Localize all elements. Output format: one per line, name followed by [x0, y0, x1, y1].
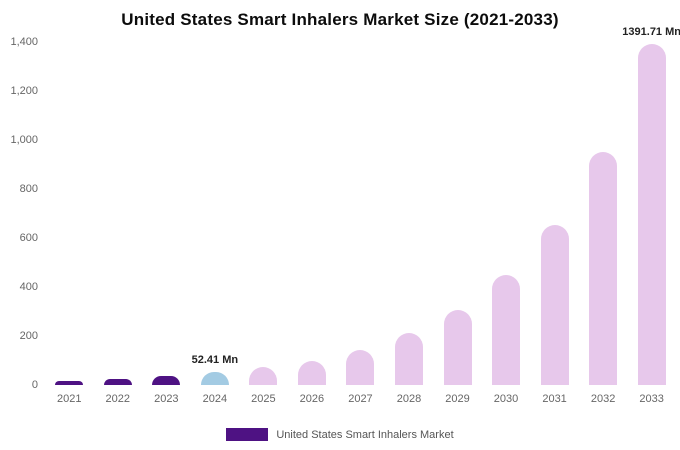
legend-swatch: [226, 428, 269, 441]
x-tick-label-2027: 2027: [348, 393, 373, 405]
y-axis: 0 200 400 600 800 1,000 1,200 1,400: [0, 36, 38, 391]
x-tick-label-2021: 2021: [57, 393, 82, 405]
y-tick-label: 0: [31, 379, 38, 391]
x-tick-label-2025: 2025: [251, 393, 276, 405]
y-tick-label: 1,200: [10, 85, 38, 97]
y-tick-label: 1,000: [10, 134, 38, 146]
bar-2033: [637, 44, 666, 385]
x-tick-label-2031: 2031: [542, 393, 567, 405]
x-tick-label-2028: 2028: [396, 393, 422, 405]
y-tick-label: 400: [19, 281, 38, 293]
data-label-2024: 52.41 Mn: [191, 354, 239, 367]
bar-column-2022: [94, 42, 143, 385]
x-tick-label-2023: 2023: [154, 393, 179, 405]
legend: United States Smart Inhalers Market: [0, 428, 680, 441]
bar-column-2028: [385, 42, 434, 385]
bar-2025: [249, 367, 278, 385]
bar-2026: [297, 360, 326, 385]
bar-2023: [152, 376, 181, 385]
bar-column-2032: [579, 42, 628, 385]
bar-2029: [443, 309, 472, 385]
bar-column-2025: [239, 42, 288, 385]
bar-column-2023: [142, 42, 191, 385]
y-tick-label: 800: [19, 183, 38, 195]
bar-column-2029: [433, 42, 482, 385]
x-tick-label-2030: 2030: [493, 393, 519, 405]
y-tick-label: 1,400: [10, 36, 38, 48]
bar-2021: [55, 381, 84, 385]
bar-column-2030: [482, 42, 531, 385]
bar-2024: [200, 372, 229, 385]
bar-column-2033: 1391.71 Mn: [622, 26, 680, 385]
x-axis: 2021 2022 2023 2024 2025 2026 2027 2028 2029 2030…: [45, 393, 676, 405]
bar-2032: [589, 152, 618, 385]
x-tick-label-2033: 2033: [639, 393, 664, 405]
bar-2027: [346, 349, 375, 385]
x-tick-label-2022: 2022: [105, 393, 131, 405]
x-tick-label-2026: 2026: [299, 393, 325, 405]
x-tick-label-2032: 2032: [590, 393, 616, 405]
bar-column-2026: [288, 42, 337, 385]
x-tick-label-2024: 2024: [202, 393, 228, 405]
bar-2030: [492, 274, 521, 385]
y-tick-label: 200: [19, 330, 38, 342]
chart-title: United States Smart Inhalers Market Size…: [121, 10, 559, 29]
data-label-2033: 1391.71 Mn: [622, 26, 680, 39]
legend-label: United States Smart Inhalers Market: [276, 428, 454, 441]
y-tick-label: 600: [19, 232, 38, 244]
bar-column-2024: 52.41 Mn: [191, 42, 240, 385]
bar-2028: [394, 333, 423, 385]
bar-2022: [103, 379, 132, 385]
bar-column-2027: [336, 42, 385, 385]
plot-area: 52.41 Mn 1391.71 Mn: [45, 26, 680, 385]
bar-column-2031: [530, 42, 579, 385]
x-tick-label-2029: 2029: [445, 393, 470, 405]
bar-2031: [540, 224, 569, 385]
bar-column-2021: [45, 42, 94, 385]
